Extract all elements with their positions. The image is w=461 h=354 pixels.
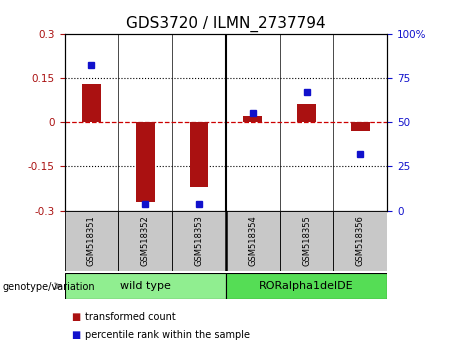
Bar	[136, 122, 154, 202]
Text: GSM518351: GSM518351	[87, 215, 96, 266]
Bar	[65, 273, 226, 299]
Text: transformed count: transformed count	[85, 312, 176, 322]
Bar	[280, 211, 333, 271]
Text: GSM518352: GSM518352	[141, 215, 150, 266]
Text: GDS3720 / ILMN_2737794: GDS3720 / ILMN_2737794	[126, 16, 326, 32]
Text: GSM518354: GSM518354	[248, 215, 257, 266]
Bar	[172, 211, 226, 271]
Text: percentile rank within the sample: percentile rank within the sample	[85, 330, 250, 339]
Bar	[226, 211, 280, 271]
Bar	[118, 211, 172, 271]
Bar	[243, 116, 262, 122]
Text: genotype/variation: genotype/variation	[2, 282, 95, 292]
Bar	[65, 211, 118, 271]
Bar	[189, 122, 208, 187]
Bar	[297, 104, 316, 122]
Bar	[82, 84, 101, 122]
Bar	[226, 273, 387, 299]
Text: ■: ■	[71, 312, 81, 322]
Text: wild type: wild type	[120, 281, 171, 291]
Text: GSM518355: GSM518355	[302, 215, 311, 266]
Text: GSM518356: GSM518356	[356, 215, 365, 266]
Text: ■: ■	[71, 330, 81, 339]
Text: RORalpha1delDE: RORalpha1delDE	[259, 281, 354, 291]
Bar	[333, 211, 387, 271]
Bar	[351, 122, 370, 131]
Text: GSM518353: GSM518353	[195, 215, 203, 266]
